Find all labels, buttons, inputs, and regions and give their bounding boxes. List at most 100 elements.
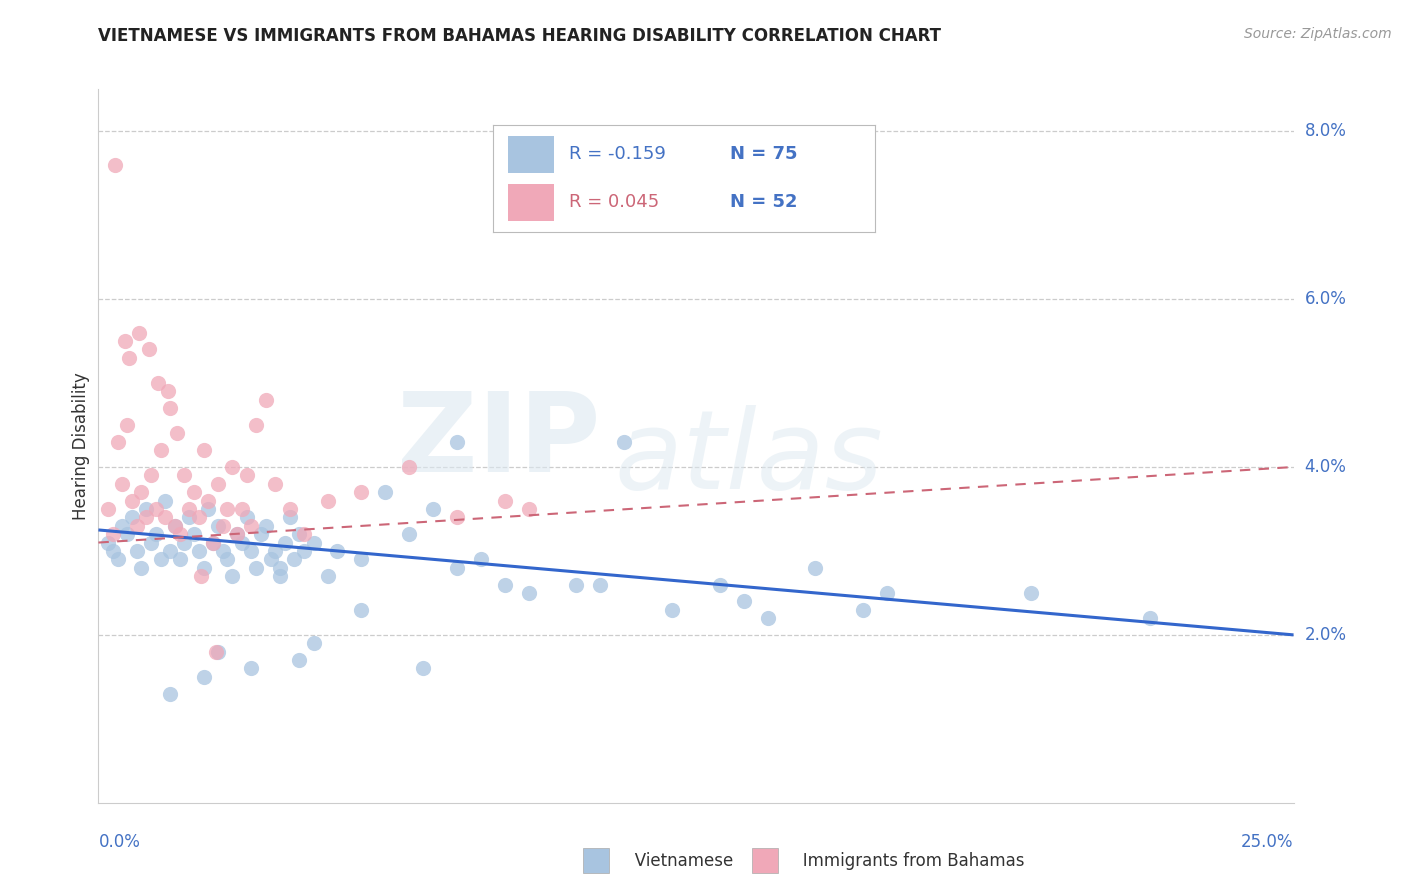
- Text: Vietnamese: Vietnamese: [619, 852, 733, 870]
- Point: [197, 493, 219, 508]
- Text: Immigrants from Bahamas: Immigrants from Bahamas: [787, 852, 1025, 870]
- Point: [446, 510, 468, 524]
- Point: [159, 544, 181, 558]
- Point: [139, 468, 162, 483]
- Text: Source: ZipAtlas.com: Source: ZipAtlas.com: [1244, 27, 1392, 41]
- Text: 6.0%: 6.0%: [1305, 290, 1347, 308]
- Text: N = 75: N = 75: [730, 145, 797, 162]
- Point: [115, 527, 138, 541]
- Point: [240, 518, 263, 533]
- Point: [187, 510, 209, 524]
- Point: [709, 577, 731, 591]
- Point: [661, 603, 683, 617]
- Point: [121, 493, 143, 508]
- Point: [412, 661, 434, 675]
- Point: [283, 552, 305, 566]
- Point: [226, 527, 249, 541]
- Point: [278, 510, 301, 524]
- Point: [221, 569, 243, 583]
- Point: [422, 502, 444, 516]
- Point: [193, 670, 215, 684]
- Point: [193, 443, 215, 458]
- Text: 2.0%: 2.0%: [1305, 626, 1347, 644]
- Point: [269, 560, 291, 574]
- Point: [149, 552, 172, 566]
- Point: [104, 158, 127, 172]
- Text: N = 52: N = 52: [730, 193, 797, 211]
- Point: [446, 560, 468, 574]
- Point: [269, 569, 291, 583]
- Point: [125, 544, 148, 558]
- Point: [207, 476, 229, 491]
- Point: [1139, 611, 1161, 625]
- Point: [264, 476, 287, 491]
- Point: [288, 653, 311, 667]
- Point: [398, 527, 420, 541]
- Point: [350, 485, 373, 500]
- Point: [470, 552, 492, 566]
- Point: [179, 502, 201, 516]
- Point: [565, 577, 588, 591]
- Point: [97, 502, 120, 516]
- Point: [517, 586, 540, 600]
- Point: [159, 687, 181, 701]
- Point: [173, 468, 195, 483]
- Point: [235, 510, 257, 524]
- Point: [494, 577, 516, 591]
- Point: [114, 334, 136, 348]
- Point: [302, 535, 325, 549]
- Point: [326, 544, 349, 558]
- Point: [613, 434, 636, 449]
- Point: [226, 527, 249, 541]
- Point: [187, 544, 209, 558]
- Y-axis label: Hearing Disability: Hearing Disability: [72, 372, 90, 520]
- Point: [517, 502, 540, 516]
- Point: [240, 661, 263, 675]
- Point: [183, 485, 205, 500]
- Point: [131, 485, 153, 500]
- Text: 0.0%: 0.0%: [98, 833, 141, 851]
- Point: [211, 544, 233, 558]
- Point: [118, 351, 141, 365]
- Point: [148, 376, 170, 390]
- Point: [202, 535, 225, 549]
- Point: [179, 510, 201, 524]
- Text: ZIP: ZIP: [396, 388, 600, 495]
- Point: [145, 502, 167, 516]
- Bar: [508, 184, 554, 221]
- Point: [111, 476, 134, 491]
- Point: [245, 560, 267, 574]
- Point: [398, 460, 420, 475]
- Point: [190, 569, 212, 583]
- Point: [183, 527, 205, 541]
- Text: 4.0%: 4.0%: [1305, 458, 1347, 476]
- Point: [131, 560, 153, 574]
- Point: [139, 535, 162, 549]
- Point: [145, 527, 167, 541]
- Point: [115, 417, 138, 432]
- Point: [302, 636, 325, 650]
- Point: [350, 552, 373, 566]
- Point: [101, 527, 124, 541]
- Point: [374, 485, 396, 500]
- Point: [254, 392, 277, 407]
- Point: [197, 502, 219, 516]
- Point: [211, 518, 233, 533]
- Point: [231, 502, 253, 516]
- Point: [221, 460, 243, 475]
- Point: [111, 518, 134, 533]
- Point: [101, 544, 124, 558]
- Point: [288, 527, 311, 541]
- Point: [250, 527, 273, 541]
- Point: [135, 502, 157, 516]
- Point: [804, 560, 827, 574]
- Point: [166, 426, 188, 441]
- Point: [163, 518, 186, 533]
- Point: [193, 560, 215, 574]
- Point: [107, 434, 129, 449]
- Point: [107, 552, 129, 566]
- Point: [494, 493, 516, 508]
- Text: R = 0.045: R = 0.045: [569, 193, 659, 211]
- Point: [259, 552, 281, 566]
- Text: atlas: atlas: [614, 405, 883, 512]
